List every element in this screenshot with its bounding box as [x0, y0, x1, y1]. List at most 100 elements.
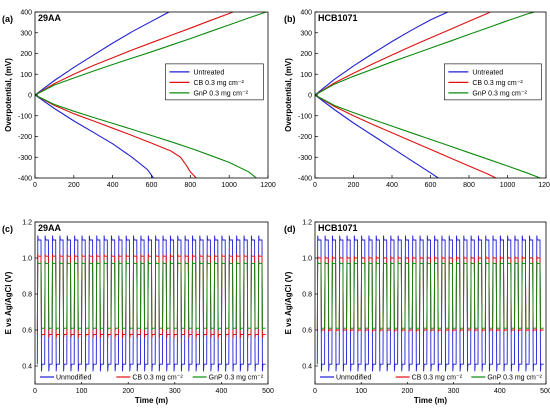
series-line-cb	[315, 12, 497, 178]
y-axis-label: E vs Ag/AgCl (V)	[4, 271, 13, 334]
panel-a: 0 200 400 600 800 1000 1200 -400 -300 -200 -100 0 10…	[2, 10, 276, 190]
x-tick-label: 200	[68, 182, 80, 189]
x-tick-label: 600	[146, 182, 158, 189]
y-tick-label: 0	[28, 93, 32, 100]
panel-c: 0 100 200 300 400 500 0.4 0.6 0.8 1.0 1.2 E vs Ag/A…	[2, 220, 274, 406]
legend-entry: GnP 0.3 mg cm⁻²	[209, 375, 264, 382]
legend: Unmodified CB 0.3 mg cm⁻² GnP 0.3 mg cm⁻²	[37, 372, 266, 382]
panel-label: (b)	[284, 14, 296, 24]
legend-entry: Untreated	[193, 69, 224, 76]
x-axis-label: Time (m)	[414, 396, 448, 405]
y-tick-label: 1.0	[22, 256, 32, 263]
x-tick-label: 600	[425, 182, 437, 189]
series-line-cb	[316, 256, 544, 332]
y-tick-label: -300	[298, 155, 312, 162]
legend-entry: CB 0.3 mg cm⁻²	[472, 80, 523, 87]
legend-box	[37, 372, 266, 382]
y-axis-label: E vs Ag/AgCl (V)	[284, 271, 293, 334]
plot-frame	[314, 221, 547, 385]
x-tick-label: 1000	[500, 182, 516, 189]
series-line-untreated	[35, 12, 170, 178]
panel-title: 29AA	[38, 13, 62, 23]
y-tick-label: 400	[300, 10, 312, 17]
x-tick-label: 1200	[538, 182, 550, 189]
y-tick-label: -400	[18, 176, 32, 183]
series-line-gnp	[36, 260, 266, 331]
x-tick-label: 800	[184, 182, 196, 189]
legend-entry: CB 0.3 mg cm⁻²	[193, 80, 244, 87]
x-tick-label: 200	[402, 388, 414, 395]
legend-entry: Untreated	[472, 69, 503, 76]
series-group	[36, 235, 266, 372]
x-tick-label: 400	[107, 182, 119, 189]
y-axis-label: Overpotential, (mV)	[284, 58, 293, 132]
plot-frame	[34, 221, 269, 385]
legend-entry: Unmodified	[56, 375, 92, 382]
series-line-gnp	[35, 12, 267, 178]
panel-label: (c)	[2, 224, 13, 234]
x-tick-label: 1000	[221, 182, 237, 189]
panel-d: 0 100 200 300 400 500 0.4 0.6 0.8 1.0 1.2 E vs Ag/A…	[284, 220, 550, 406]
y-tick-label: -100	[18, 113, 32, 120]
series-group	[316, 235, 544, 372]
legend-entry: CB 0.3 mg cm⁻²	[412, 375, 463, 382]
panel-label: (a)	[2, 14, 13, 24]
series-line-unmodified	[316, 235, 544, 372]
panel-title: HCB1071	[318, 13, 358, 23]
y-tick-label: 1.2	[22, 220, 32, 227]
y-tick-label: 200	[300, 51, 312, 58]
legend-entry: GnP 0.3 mg cm⁻²	[193, 90, 248, 97]
x-tick-label: 500	[540, 388, 550, 395]
y-tick-label: 400	[20, 10, 32, 17]
x-tick-label: 0	[313, 182, 317, 189]
y-tick-label: -200	[18, 134, 32, 141]
x-tick-label: 400	[386, 182, 398, 189]
legend-entry: GnP 0.3 mg cm⁻²	[487, 375, 542, 382]
x-tick-label: 200	[348, 182, 360, 189]
series-line-untreated	[315, 12, 449, 178]
y-tick-label: 300	[300, 30, 312, 37]
y-tick-label: 0.8	[302, 292, 312, 299]
series-line-gnp	[315, 12, 541, 178]
legend: Untreated CB 0.3 mg cm⁻² GnP 0.3 mg cm⁻²	[444, 63, 542, 101]
series-group	[315, 12, 541, 178]
legend-box	[317, 372, 544, 382]
x-tick-label: 400	[494, 388, 506, 395]
x-tick-label: 0	[33, 182, 37, 189]
series-line-cb	[36, 254, 266, 339]
y-tick-label: 100	[20, 72, 32, 79]
y-tick-label: 0	[308, 93, 312, 100]
x-tick-label: 100	[76, 388, 88, 395]
series-line-cb	[35, 12, 234, 178]
panel-b: 0 200 400 600 800 1000 1200 -400 -300 -200 -100 0 10…	[284, 10, 550, 190]
series-line-unmodified	[36, 235, 266, 372]
y-tick-label: 100	[300, 72, 312, 79]
y-tick-label: 0.6	[302, 328, 312, 335]
y-tick-label: 0.6	[22, 328, 32, 335]
x-tick-label: 300	[448, 388, 460, 395]
panel-title: 29AA	[38, 223, 62, 233]
x-tick-label: 300	[169, 388, 181, 395]
series-group	[35, 12, 267, 178]
x-tick-label: 800	[463, 182, 475, 189]
panel-label: (d)	[284, 224, 296, 234]
y-tick-label: 0.4	[22, 364, 32, 371]
y-axis-label: Overpotential, (mV)	[4, 58, 13, 132]
y-tick-label: -400	[298, 176, 312, 183]
legend-entry: Unmodified	[336, 375, 372, 382]
y-tick-label: 1.0	[302, 256, 312, 263]
y-tick-label: -200	[298, 134, 312, 141]
legend: Untreated CB 0.3 mg cm⁻² GnP 0.3 mg cm⁻²	[165, 63, 264, 101]
y-tick-label: 0.8	[22, 292, 32, 299]
y-tick-label: 0.4	[302, 364, 312, 371]
y-tick-label: 1.2	[302, 220, 312, 227]
x-tick-label: 1200	[260, 182, 276, 189]
y-tick-label: -300	[18, 155, 32, 162]
y-tick-label: 200	[20, 51, 32, 58]
y-tick-label: -100	[298, 113, 312, 120]
x-tick-label: 100	[355, 388, 367, 395]
x-tick-label: 0	[313, 388, 317, 395]
x-tick-label: 400	[216, 388, 228, 395]
panel-title: HCB1071	[318, 223, 358, 233]
